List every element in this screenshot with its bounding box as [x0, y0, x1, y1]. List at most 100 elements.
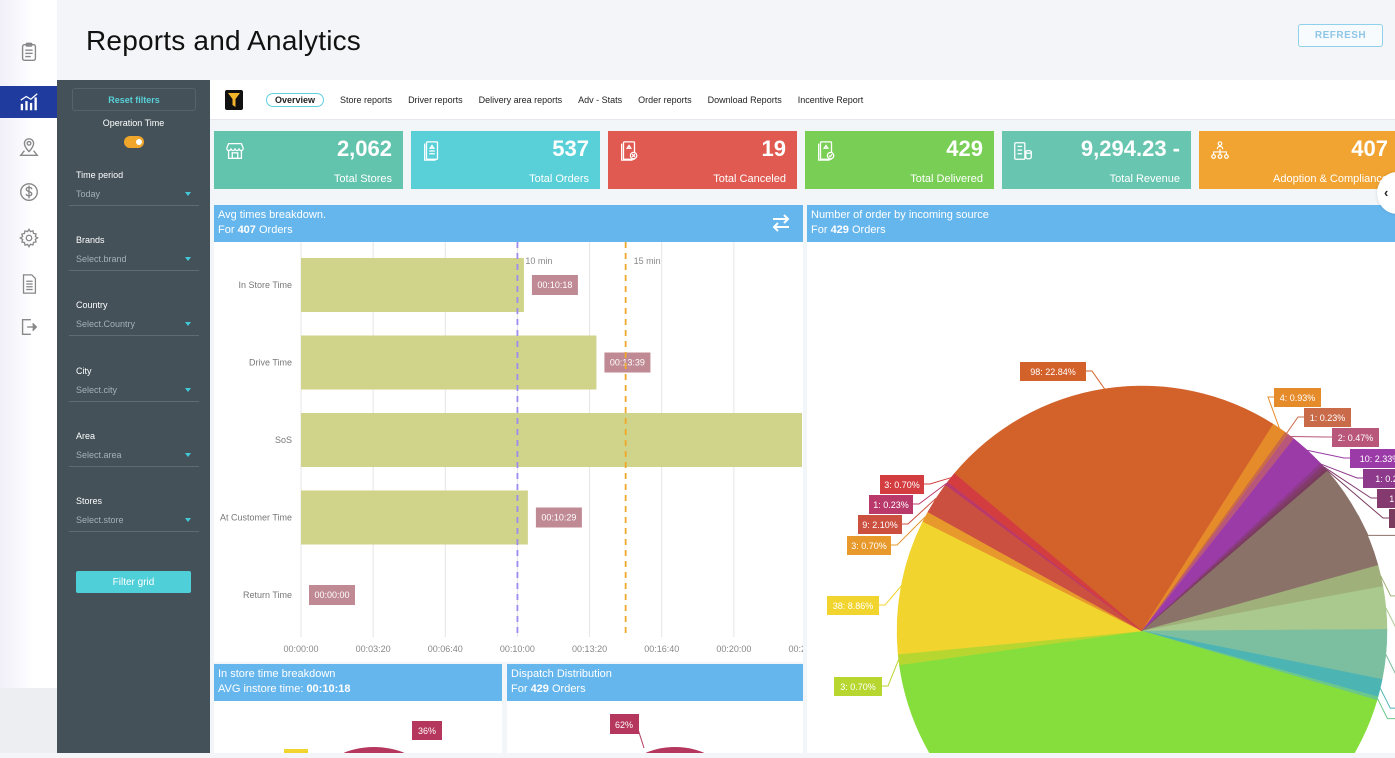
x-tick-label: 00:10:00	[500, 644, 535, 654]
order-icon	[421, 140, 443, 162]
filters-sidebar: Reset filters Operation Time Time period…	[57, 80, 210, 753]
dispatch-header: Dispatch Distribution For 429 Orders	[507, 664, 803, 701]
caret-down-icon	[185, 518, 191, 522]
leader-line	[1380, 688, 1395, 708]
nav-item-settings[interactable]	[0, 222, 57, 254]
incoming-source-header: Number of order by incoming source For 4…	[807, 205, 1395, 242]
slice-label-box	[1389, 509, 1395, 528]
reference-line-label: 15 min	[634, 256, 661, 266]
panel-title: Dispatch Distribution	[511, 667, 799, 682]
tab-download-reports[interactable]: Download Reports	[708, 95, 782, 105]
nav-item-payments[interactable]	[0, 176, 57, 208]
area-select[interactable]: Select.area	[69, 447, 199, 467]
brands-select[interactable]: Select.brand	[69, 251, 199, 271]
subtitle-prefix: For	[811, 224, 831, 236]
kpi-label: Total Revenue	[1110, 173, 1180, 185]
leader-line	[879, 586, 901, 605]
leader-line	[1386, 654, 1395, 674]
select-value: Select.area	[76, 450, 122, 460]
instore-pie-slice	[328, 747, 420, 753]
tab-order-reports[interactable]: Order reports	[638, 95, 692, 105]
nav-item-logout[interactable]	[0, 311, 57, 343]
x-tick-label: 00:06:40	[428, 644, 463, 654]
gear-icon	[18, 227, 40, 249]
country-select[interactable]: Select.Country	[69, 316, 199, 336]
nav-item-map[interactable]	[0, 131, 57, 163]
operation-time-label: Operation Time	[57, 118, 210, 128]
filter-grid-button[interactable]: Filter grid	[76, 571, 191, 593]
stores-select[interactable]: Select.store	[69, 512, 199, 532]
store-icon	[224, 140, 246, 162]
tab-delivery-area-reports[interactable]: Delivery area reports	[479, 95, 563, 105]
slice-label: 9: 2.10%	[862, 520, 898, 530]
category-label: Return Time	[243, 590, 292, 600]
category-label: SoS	[275, 435, 292, 445]
avg-times-bar-chart: 00:00:00 00:03:20 00:06:40 00:10:00 00:13:20…	[214, 242, 803, 662]
kpi-label: Total Orders	[529, 173, 589, 185]
filter-toggle-button[interactable]	[225, 90, 243, 110]
refresh-button[interactable]: REFRESH	[1298, 24, 1383, 47]
leader-line	[882, 660, 899, 686]
incoming-source-pie-chart: 98: 22.84%4: 0.93%1: 0.23%2: 0.47%10: 2.…	[807, 242, 1395, 753]
instore-badge-label: 36%	[418, 726, 436, 736]
filter-label: Country	[76, 300, 199, 310]
kpi-value: 537	[552, 136, 589, 162]
x-tick-label: 00:03:20	[356, 644, 391, 654]
subtitle-prefix: For	[218, 224, 238, 236]
operation-time-toggle[interactable]	[124, 136, 144, 148]
slice-label: 1: 0.23%	[1375, 474, 1395, 484]
order-count: 429	[831, 224, 849, 236]
kpi-label: Total Delivered	[910, 173, 983, 185]
caret-down-icon	[185, 192, 191, 196]
revenue-icon	[1012, 140, 1034, 162]
nav-item-orders[interactable]	[0, 36, 57, 68]
x-tick-label: 00:23:20	[788, 644, 803, 654]
tab-overview[interactable]: Overview	[266, 93, 324, 107]
nav-rail-footer	[0, 688, 57, 753]
kpi-label: Total Canceled	[713, 173, 786, 185]
filter-label: Stores	[76, 496, 199, 506]
logout-icon	[18, 316, 40, 338]
hierarchy-icon	[1209, 140, 1231, 162]
subtitle-suffix: Orders	[549, 683, 586, 695]
swap-icon[interactable]	[771, 213, 791, 233]
dispatch-badge-label: 62%	[615, 720, 633, 730]
tab-driver-reports[interactable]: Driver reports	[408, 95, 463, 105]
nav-item-documents[interactable]	[0, 268, 57, 300]
tab-incentive-report[interactable]: Incentive Report	[798, 95, 864, 105]
select-value: Select.brand	[76, 254, 127, 264]
dollar-icon	[18, 181, 40, 203]
tab-store-reports[interactable]: Store reports	[340, 95, 392, 105]
panel-subtitle: For 429 Orders	[811, 223, 1395, 238]
kpi-value: 19	[762, 136, 786, 162]
tab-adv-stats[interactable]: Adv - Stats	[578, 95, 622, 105]
panel-title: Avg times breakdown.	[218, 208, 799, 223]
nav-item-analytics[interactable]	[0, 86, 57, 118]
kpi-label: Adoption & Compliance	[1273, 173, 1388, 185]
value-label: 00:00:00	[314, 590, 349, 600]
select-value: Today	[76, 189, 100, 199]
subtitle-suffix: Orders	[849, 224, 886, 236]
main-content: Overview Store reports Driver reports De…	[210, 80, 1395, 753]
city-select[interactable]: Select.city	[69, 382, 199, 402]
kpi-value: 429	[946, 136, 983, 162]
kpi-label: Total Stores	[334, 173, 392, 185]
value-label: 00:10:18	[537, 280, 572, 290]
kpi-total-orders: 537 Total Orders	[411, 131, 600, 189]
analytics-icon	[18, 91, 40, 113]
instore-pie-chart: 36%	[214, 701, 502, 753]
document-icon	[18, 273, 40, 295]
x-tick-label: 00:13:20	[572, 644, 607, 654]
reset-filters-button[interactable]: Reset filters	[72, 88, 196, 111]
select-value: Select.city	[76, 385, 117, 395]
filter-stores: Stores Select.store	[69, 496, 199, 532]
caret-down-icon	[185, 322, 191, 326]
order-count: 429	[531, 683, 549, 695]
filter-time-period: Time period Today	[69, 170, 199, 206]
time-period-select[interactable]: Today	[69, 186, 199, 206]
slice-label: 2: 0.47%	[1338, 433, 1374, 443]
order-count: 407	[238, 224, 256, 236]
x-tick-label: 00:16:40	[644, 644, 679, 654]
dispatch-pie-chart: 62%	[507, 701, 803, 753]
slice-label: 10: 2.33%	[1360, 454, 1395, 464]
